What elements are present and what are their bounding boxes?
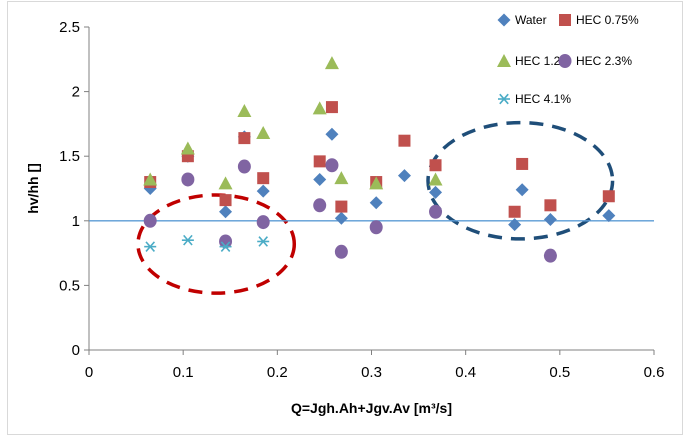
x-axis-title: Q=Jgh.Ah+Jgv.Av [m³/s]	[291, 400, 452, 416]
data-point	[516, 157, 529, 170]
legend: Water HEC 0.75% HEC 1.2% HEC 2.3% HEC 4.1%	[497, 13, 639, 106]
y-tick-label: 0	[72, 342, 80, 359]
data-point	[325, 127, 339, 141]
y-tick-label: 2	[72, 84, 80, 101]
data-point	[143, 213, 157, 228]
legend-marker	[498, 93, 510, 105]
data-point	[313, 198, 327, 213]
legend-label: Water	[515, 13, 547, 27]
data-point	[602, 190, 615, 203]
axes	[84, 26, 655, 355]
y-axis-title: hv/hh []	[25, 163, 41, 214]
data-point	[369, 220, 383, 235]
data-point	[325, 101, 338, 114]
data-point	[218, 176, 233, 190]
data-point	[602, 209, 616, 223]
tick-labels: 0 0.5 1 1.5 2 2.5 0 0.1 0.2 0.3 0.4 0.5 0.6	[59, 19, 664, 381]
y-tick-label: 1	[72, 213, 80, 230]
data-point	[515, 183, 529, 197]
data-point	[256, 184, 270, 198]
data-point	[543, 248, 557, 263]
data-point	[429, 159, 442, 172]
data-point	[334, 171, 349, 185]
data-point	[369, 196, 383, 210]
data-point	[398, 134, 411, 147]
y-tick-label: 1.5	[59, 148, 80, 165]
series-hec-1-2-	[143, 56, 443, 190]
dashed-ellipse-annotation	[136, 193, 297, 295]
data-point	[257, 236, 270, 247]
data-point	[181, 172, 195, 187]
y-tick-label: 2.5	[59, 19, 80, 36]
data-point	[543, 213, 557, 227]
chart-frame	[7, 1, 683, 435]
dashed-ellipse-annotation	[426, 120, 615, 241]
x-tick-label: 0.5	[549, 364, 570, 381]
data-point	[180, 141, 195, 155]
x-tick-label: 0.6	[644, 364, 665, 381]
data-point	[219, 241, 232, 252]
data-point	[544, 199, 557, 212]
y-tick-label: 0.5	[59, 277, 80, 294]
annotation-layer	[136, 120, 615, 295]
legend-label: HEC 4.1%	[515, 92, 571, 106]
legend-marker	[558, 54, 572, 68]
data-point	[313, 172, 327, 186]
legend-marker	[497, 13, 511, 27]
data-points	[143, 56, 616, 263]
data-point	[335, 200, 348, 213]
x-tick-label: 0.1	[173, 364, 194, 381]
data-point	[219, 234, 233, 249]
legend-marker	[559, 14, 571, 26]
data-point	[237, 159, 251, 174]
legend-marker	[497, 54, 511, 67]
data-point	[256, 125, 271, 139]
data-point	[312, 101, 327, 115]
data-point	[237, 103, 252, 117]
x-tick-label: 0	[85, 364, 93, 381]
data-point	[428, 172, 443, 186]
data-point	[429, 204, 443, 219]
series-hec-2-3-	[143, 158, 557, 263]
data-point	[256, 215, 270, 230]
data-point	[508, 205, 521, 218]
data-point	[508, 218, 522, 232]
x-tick-label: 0.3	[361, 364, 382, 381]
x-tick-label: 0.4	[455, 364, 476, 381]
legend-label: HEC 1.2%	[515, 54, 571, 68]
legend-label: HEC 2.3%	[576, 54, 632, 68]
data-point	[313, 155, 326, 168]
data-point	[334, 211, 348, 225]
x-tick-label: 0.2	[267, 364, 288, 381]
data-point	[238, 132, 251, 145]
data-point	[369, 176, 384, 190]
data-point	[144, 241, 157, 252]
legend-label: HEC 0.75%	[576, 13, 639, 27]
data-point	[219, 194, 232, 207]
data-point	[257, 172, 270, 185]
data-point	[181, 234, 194, 246]
series-hec-4-1-	[144, 234, 270, 252]
data-point	[143, 172, 158, 186]
data-point	[397, 169, 411, 183]
data-point	[325, 158, 339, 173]
data-point	[429, 185, 443, 199]
data-point	[324, 56, 339, 70]
data-point	[219, 205, 233, 219]
data-point	[334, 244, 348, 259]
